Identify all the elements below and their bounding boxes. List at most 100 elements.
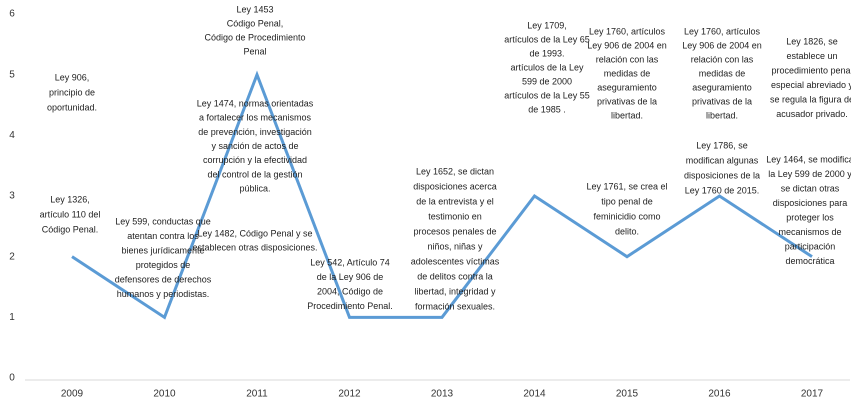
annotation: Ley 1474, normas orientadas a fortalecer … — [197, 98, 314, 193]
x-tick-label: 2011 — [246, 389, 268, 400]
annotation-line: testimonio en — [428, 211, 482, 221]
annotation-line: a fortalecer los mecanismos — [199, 113, 312, 123]
y-tick-label: 2 — [9, 251, 15, 262]
y-tick-label: 1 — [9, 312, 15, 323]
y-tick-label: 5 — [9, 69, 15, 80]
annotation-line: medidas de — [699, 68, 746, 78]
annotation-line: protegidos de — [136, 260, 191, 270]
annotation-line: Código Penal, — [227, 18, 284, 28]
line-series — [71, 70, 813, 320]
annotation-line: Ley 1760, artículos — [684, 26, 761, 36]
annotation-line: adolescentes víctimas — [411, 256, 500, 266]
annotation-line: 2004, Código de — [317, 286, 383, 296]
annotation-line: formación sexuales. — [415, 301, 495, 311]
annotation-line: proteger los — [786, 212, 834, 222]
annotation-line: aseguramiento — [692, 82, 752, 92]
annotation-line: democrática — [785, 256, 834, 266]
annotation: Ley 1652, se dictan disposiciones acerca d… — [411, 166, 500, 311]
annotation-line: Ley 1326, — [50, 194, 90, 204]
annotation-line: medidas de — [604, 68, 651, 78]
annotation: Ley 542, Artículo 74 de la Ley 906 de 2004… — [307, 257, 393, 311]
annotation-line: feminicidio como — [593, 211, 660, 221]
annotation: Ley 1482, Código Penal y se establecen ot… — [192, 228, 317, 252]
y-tick-label: 0 — [9, 373, 15, 384]
annotation-line: disposiciones de la — [684, 170, 760, 180]
annotation-line: especial abreviado y — [771, 80, 851, 90]
annotation: Ley 1326, artículo 110 del Código Penal. — [40, 194, 101, 234]
x-tick-label: 2016 — [708, 389, 731, 400]
annotation-line: niños, niñas y — [427, 241, 483, 251]
annotation-line: acusador privado. — [776, 109, 848, 119]
annotation-line: libertad. — [706, 110, 738, 120]
annotation-line: artículos de la Ley 65 — [504, 34, 590, 44]
x-tick-label: 2014 — [523, 389, 546, 400]
x-tick-label: 2012 — [338, 389, 361, 400]
annotation-line: corrupción y la efectividad — [203, 155, 307, 165]
annotation-line: Ley 1760, artículos — [589, 26, 666, 36]
annotation-line: libertad, integridad y — [414, 286, 496, 296]
annotation-line: pública. — [239, 184, 270, 194]
annotation-line: del control de la gestión — [207, 169, 302, 179]
y-tick-label: 6 — [9, 9, 15, 20]
annotation: Ley 1826, se establece un procedimiento pe… — [770, 36, 851, 119]
annotation-line: Ley 906 de 2004 en — [587, 40, 667, 50]
y-tick-label: 4 — [9, 130, 15, 141]
annotation-line: Ley 1786, se — [696, 140, 748, 150]
annotation-line: Ley 1760 de 2015. — [685, 185, 760, 195]
annotation-line: Procedimiento Penal. — [307, 301, 393, 311]
annotation-line: artículos de la Ley 55 — [504, 90, 590, 100]
annotation-line: Ley 1761, se crea el — [586, 181, 667, 191]
annotation-line: y sanción de actos de — [211, 141, 298, 151]
annotation-line: de 1985 . — [528, 104, 566, 114]
annotation-line: libertad. — [611, 110, 643, 120]
annotation-line: humanos y periodistas. — [117, 289, 210, 299]
annotation-line: establece un — [786, 51, 837, 61]
annotation-line: Código de Procedimiento — [204, 32, 305, 42]
annotation: Ley 1709, artículos de la Ley 65 de 1993. a… — [504, 20, 590, 114]
annotation: Ley 1761, se crea el tipo penal de feminic… — [586, 181, 667, 236]
annotation-line: mecanismos de — [778, 227, 841, 237]
annotation-line: tipo penal de — [601, 196, 653, 206]
annotation: Ley 1786, se modifican algunas disposicion… — [684, 140, 760, 195]
annotation-line: disposiciones para — [773, 198, 848, 208]
annotation: Ley 1760, artículos Ley 906 de 2004 en rel… — [682, 26, 762, 120]
annotation-line: atentan contra los — [127, 231, 199, 241]
annotation: Ley 906, principio de oportunidad. — [47, 72, 97, 112]
annotation-line: Ley 542, Artículo 74 — [310, 257, 390, 267]
annotation-line: de prevención, investigación — [198, 127, 312, 137]
annotation-line: Ley 599, conductas que — [115, 216, 211, 226]
x-tick-label: 2009 — [61, 389, 84, 400]
annotation-line: delito. — [615, 226, 639, 236]
annotation: Ley 1464, se modifica la Ley 599 de 2000 … — [766, 154, 851, 266]
y-tick-label: 3 — [9, 191, 15, 202]
annotation-line: Ley 1826, se — [786, 36, 838, 46]
annotation-line: Ley 906 de 2004 en — [682, 40, 762, 50]
x-tick-label: 2017 — [801, 389, 824, 400]
annotation-line: de delitos contra la — [417, 271, 493, 281]
annotation-line: de la Ley 906 de — [317, 272, 384, 282]
annotation-line: Ley 1453 — [236, 4, 273, 14]
annotation-line: Ley 906, — [55, 72, 90, 82]
annotation-line: procesos penales de — [413, 226, 496, 236]
annotation-line: procedimiento penal — [771, 65, 851, 75]
annotation-line: Ley 1652, se dictan — [416, 166, 494, 176]
annotation-line: aseguramiento — [597, 82, 657, 92]
annotation-line: privativas de la — [692, 96, 752, 106]
annotation-line: Penal — [243, 46, 266, 56]
annotation: Ley 1760, artículos Ley 906 de 2004 en rel… — [587, 26, 667, 120]
annotation-line: 599 de 2000 — [522, 76, 572, 86]
annotation-line: establecen otras disposiciones. — [192, 242, 317, 252]
annotation-line: modifican algunas — [686, 155, 759, 165]
x-tick-label: 2013 — [431, 389, 454, 400]
annotation-line: se regula la figura de — [770, 94, 851, 104]
annotation-line: Código Penal. — [42, 224, 99, 234]
annotation-line: artículos de la Ley — [510, 62, 584, 72]
annotation-line: disposiciones acerca — [413, 181, 497, 191]
x-tick-label: 2010 — [153, 389, 176, 400]
annotation-line: de 1993. — [529, 48, 564, 58]
annotation-line: privativas de la — [597, 96, 657, 106]
annotation-line: Ley 1474, normas orientadas — [197, 98, 314, 108]
annotation-line: Ley 1709, — [527, 20, 567, 30]
annotation-line: se dictan otras — [781, 183, 840, 193]
